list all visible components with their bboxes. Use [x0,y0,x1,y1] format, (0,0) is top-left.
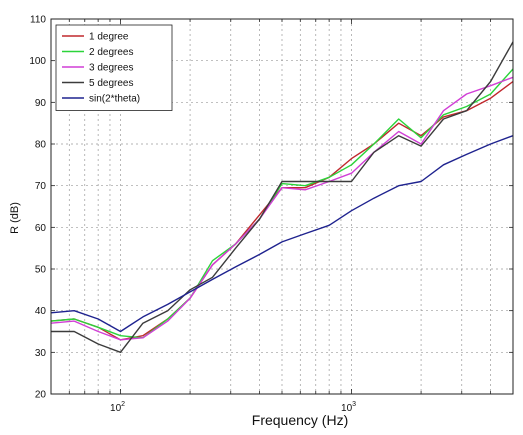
legend-label: 5 degrees [89,78,133,89]
x-tick-exponent: 3 [352,401,356,408]
x-tick-exponent: 2 [121,401,125,408]
series-lines [50,41,514,353]
y-tick-label: 60 [35,223,47,234]
series-line [50,76,514,341]
y-tick-label: 70 [35,181,47,192]
series-line [51,41,514,353]
y-tick-label: 80 [35,140,47,151]
series-line [50,135,514,333]
legend: 1 degree 2 degrees 3 degrees 5 degrees sin(2… [55,24,173,111]
tick-marks [50,18,514,395]
y-tick-label: 30 [35,348,47,359]
y-tick-label: 50 [35,265,47,276]
y-tick-labels: 20 30 40 50 60 70 80 90 100 110 [29,15,46,401]
legend-label: 3 degrees [89,63,133,74]
x-axis-label: Frequency (Hz) [252,412,348,428]
y-axis-label: R (dB) [9,202,21,234]
y-tick-label: 100 [29,56,46,67]
y-tick-label: 110 [30,15,46,26]
y-tick-label: 90 [35,98,47,109]
legend-label: sin(2*theta) [89,94,140,105]
y-tick-label: 40 [35,306,47,317]
legend-label: 1 degree [89,32,129,43]
x-tick-label: 102 [110,401,125,414]
y-tick-label: 20 [35,390,47,401]
legend-label: 2 degrees [89,47,133,58]
